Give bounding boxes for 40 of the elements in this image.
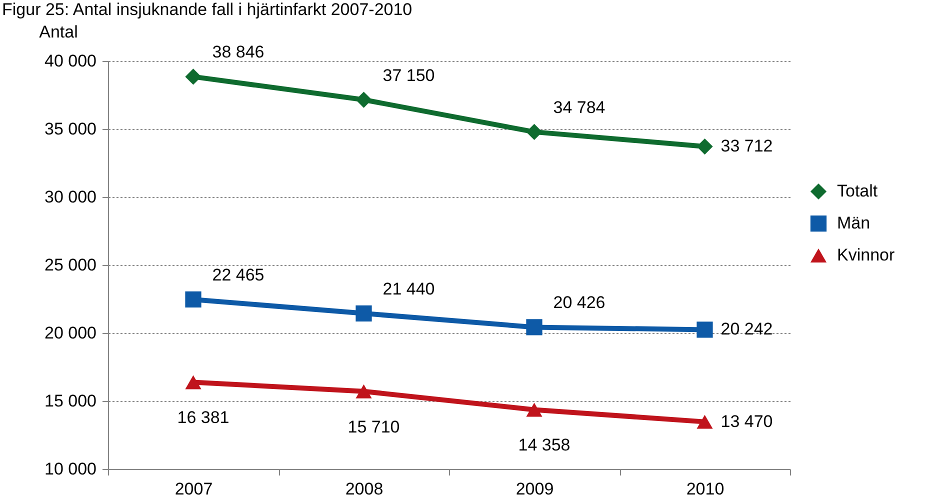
data-label: 20 242 <box>720 320 773 339</box>
data-label: 20 426 <box>553 293 606 312</box>
point <box>185 68 202 85</box>
point <box>526 124 542 140</box>
point <box>696 322 713 338</box>
data-label: 13 470 <box>720 412 773 431</box>
legend-label: Kvinnor <box>837 246 895 264</box>
chart-title: Figur 25: Antal insjuknande fall i hjärtinfarkt 2007-2010 <box>2 0 412 19</box>
y-tick-label: 10 000 <box>44 460 96 478</box>
x-tick-label: 2007 <box>174 480 213 498</box>
data-label: 15 710 <box>348 417 400 436</box>
data-label: 16 381 <box>177 408 230 428</box>
y-tick-label: 40 000 <box>44 52 96 70</box>
point <box>526 402 542 417</box>
point <box>356 384 372 398</box>
point <box>696 414 713 429</box>
y-tick-label: 30 000 <box>44 188 96 206</box>
data-label: 33 712 <box>720 136 773 156</box>
y-tick-label: 15 000 <box>44 392 96 410</box>
data-label: 22 465 <box>212 265 264 284</box>
x-tick-label: 2008 <box>345 480 384 498</box>
x-tick-label: 2010 <box>686 480 724 498</box>
y-tick-label: 20 000 <box>44 324 96 342</box>
data-label: 38 846 <box>212 42 264 62</box>
point <box>696 138 713 155</box>
data-label: 14 358 <box>518 436 570 455</box>
point <box>526 319 542 336</box>
data-label: 21 440 <box>382 279 435 298</box>
point <box>356 92 372 108</box>
y-tick-label: 35 000 <box>44 120 96 138</box>
data-label: 34 784 <box>553 98 606 117</box>
point <box>185 375 202 390</box>
legend-label: Män <box>837 214 870 232</box>
point <box>356 305 372 322</box>
data-label: 37 150 <box>382 66 435 85</box>
x-tick-label: 2009 <box>516 480 554 498</box>
legend-label: Totalt <box>837 182 878 200</box>
point <box>185 291 202 308</box>
y-axis-title: Antal <box>39 22 78 42</box>
y-tick-label: 25 000 <box>44 256 96 274</box>
